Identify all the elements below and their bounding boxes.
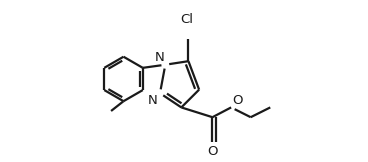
Text: O: O — [207, 145, 218, 158]
Text: N: N — [148, 94, 158, 107]
Text: Cl: Cl — [180, 13, 193, 26]
Text: O: O — [232, 93, 243, 107]
Text: N: N — [155, 51, 164, 64]
